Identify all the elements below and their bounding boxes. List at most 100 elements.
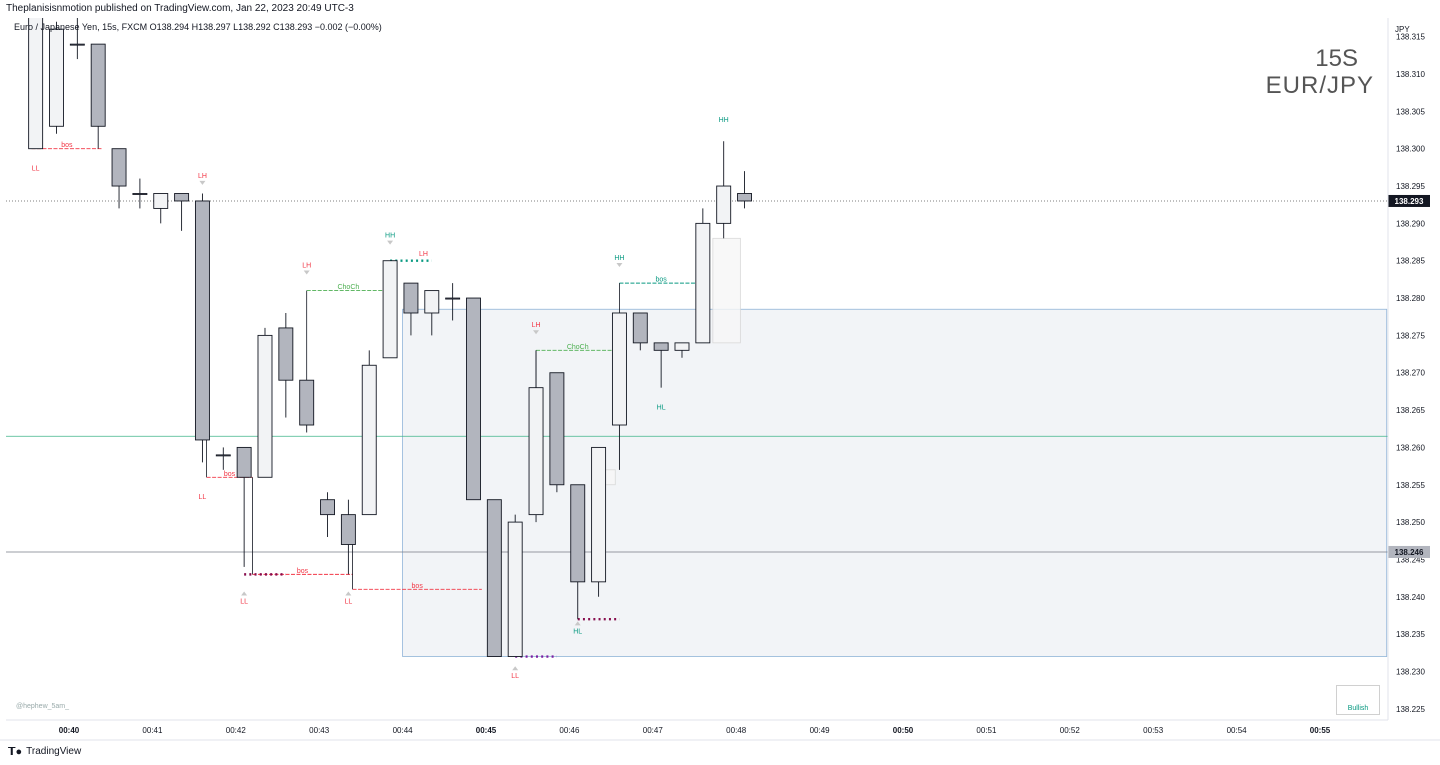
time-axis-tick: 00:45 bbox=[476, 726, 497, 735]
price-axis-tick: 138.315 bbox=[1396, 33, 1425, 42]
candle-body[interactable] bbox=[320, 499, 335, 516]
author-credit: @hephew_5am_ bbox=[16, 703, 70, 710]
candle-body[interactable] bbox=[445, 297, 461, 300]
candle-body[interactable] bbox=[507, 521, 523, 657]
candle-body[interactable] bbox=[361, 364, 377, 516]
candle-body[interactable] bbox=[278, 327, 294, 381]
candle-body[interactable] bbox=[90, 43, 106, 127]
price-zone bbox=[402, 308, 1388, 657]
swing-label: LL bbox=[32, 165, 40, 172]
structure-label: bos bbox=[655, 277, 667, 284]
time-axis-tick: 00:51 bbox=[976, 726, 997, 735]
candle-body[interactable] bbox=[382, 260, 398, 359]
candle-body[interactable] bbox=[695, 222, 711, 344]
swing-label: HL bbox=[657, 404, 666, 411]
structure-label: bos bbox=[297, 568, 309, 575]
time-axis-tick: 00:49 bbox=[810, 726, 831, 735]
swing-marker-icon bbox=[345, 591, 352, 596]
swing-label: LL bbox=[511, 673, 519, 680]
tradingview-logo[interactable]: 𝗧● TradingView bbox=[8, 745, 81, 758]
candle-body[interactable] bbox=[257, 334, 273, 478]
candle-body[interactable] bbox=[28, 7, 44, 150]
structure-label: bos bbox=[224, 471, 236, 478]
price-zone bbox=[712, 237, 741, 344]
price-axis-tick: 138.270 bbox=[1396, 369, 1425, 378]
candle-body[interactable] bbox=[111, 148, 127, 187]
candle-body[interactable] bbox=[132, 193, 148, 195]
candle-body[interactable] bbox=[153, 193, 169, 209]
price-axis-tick: 138.285 bbox=[1396, 257, 1425, 266]
swing-label: HH bbox=[719, 117, 729, 124]
candle-body[interactable] bbox=[69, 43, 85, 46]
price-axis-tick: 138.310 bbox=[1396, 70, 1425, 79]
candle-body[interactable] bbox=[737, 193, 752, 202]
structure-label: bos bbox=[412, 583, 424, 590]
candle-body[interactable] bbox=[611, 312, 627, 426]
candle-body[interactable] bbox=[403, 282, 419, 314]
swing-label: LL bbox=[344, 599, 352, 606]
candle-body[interactable] bbox=[424, 290, 440, 314]
price-axis-tick: 138.280 bbox=[1396, 294, 1425, 303]
candle-body[interactable] bbox=[653, 342, 669, 351]
candle-body[interactable] bbox=[236, 446, 252, 478]
time-axis-tick: 00:53 bbox=[1143, 726, 1164, 735]
time-axis-tick: 00:48 bbox=[726, 726, 747, 735]
price-axis-tick: 138.295 bbox=[1396, 182, 1425, 191]
swing-marker-icon bbox=[533, 330, 540, 335]
swing-marker-icon bbox=[387, 240, 394, 245]
price-axis-tick: 138.240 bbox=[1396, 593, 1425, 602]
price-axis-tick: 138.305 bbox=[1396, 107, 1425, 116]
candle-body[interactable] bbox=[486, 499, 502, 657]
price-axis-tick: 138.275 bbox=[1396, 331, 1425, 340]
structure-label: ChoCh bbox=[567, 344, 589, 351]
swing-label: LH bbox=[532, 322, 541, 329]
swing-label: LH bbox=[419, 251, 428, 258]
time-axis-tick: 00:55 bbox=[1310, 726, 1331, 735]
structure-label: ChoCh bbox=[337, 284, 359, 291]
candle-body[interactable] bbox=[591, 446, 607, 583]
price-axis-tick: 138.225 bbox=[1396, 705, 1425, 714]
candle-body[interactable] bbox=[299, 379, 315, 426]
candle-body[interactable] bbox=[528, 387, 544, 516]
candle-body[interactable] bbox=[174, 193, 190, 202]
candle-body[interactable] bbox=[194, 200, 210, 441]
price-axis-tag bbox=[1388, 194, 1430, 207]
tradingview-logo-icon: 𝗧● bbox=[8, 746, 23, 758]
price-axis-tag-label: 138.293 bbox=[1395, 197, 1424, 206]
price-axis-tick: 138.290 bbox=[1396, 219, 1425, 228]
swing-label: LH bbox=[198, 173, 207, 180]
price-axis-tick: 138.265 bbox=[1396, 406, 1425, 415]
candle-body[interactable] bbox=[549, 372, 565, 486]
price-axis-tag bbox=[1388, 545, 1430, 558]
candle-body[interactable] bbox=[674, 342, 690, 351]
time-axis-tick: 00:43 bbox=[309, 726, 330, 735]
swing-marker-icon bbox=[574, 621, 581, 626]
price-axis-tick: 138.230 bbox=[1396, 667, 1425, 676]
candle-body[interactable] bbox=[340, 514, 356, 545]
candle-body[interactable] bbox=[466, 297, 481, 501]
watermark-timeframe: 15S bbox=[1315, 45, 1358, 72]
swing-marker-icon bbox=[616, 262, 623, 267]
price-axis-tick: 138.300 bbox=[1396, 145, 1425, 154]
watermark-symbol: EUR/JPY bbox=[1265, 72, 1374, 99]
trend-status-box: Bullish bbox=[1336, 685, 1380, 715]
swing-label: HH bbox=[385, 233, 395, 240]
symbol-ohlc-legend[interactable]: Euro / Japanese Yen, 15s, FXCM O138.294 … bbox=[14, 22, 382, 32]
swing-marker-icon bbox=[241, 591, 248, 596]
candle-body[interactable] bbox=[632, 312, 648, 344]
price-axis-tick: 138.255 bbox=[1396, 481, 1425, 490]
price-axis-tick: 138.250 bbox=[1396, 518, 1425, 527]
candle-body[interactable] bbox=[570, 484, 586, 583]
time-axis-tick: 00:40 bbox=[59, 726, 80, 735]
candle-body[interactable] bbox=[215, 454, 231, 457]
swing-label: HH bbox=[614, 255, 624, 262]
time-axis-tick: 00:50 bbox=[893, 726, 914, 735]
time-axis-tick: 00:52 bbox=[1060, 726, 1081, 735]
swing-label: HL bbox=[573, 628, 582, 635]
candle-body[interactable] bbox=[49, 28, 64, 127]
tradingview-brand-text: TradingView bbox=[26, 746, 82, 757]
time-axis-tick: 00:54 bbox=[1227, 726, 1248, 735]
swing-label: LL bbox=[240, 599, 248, 606]
candle-body[interactable] bbox=[716, 185, 732, 224]
